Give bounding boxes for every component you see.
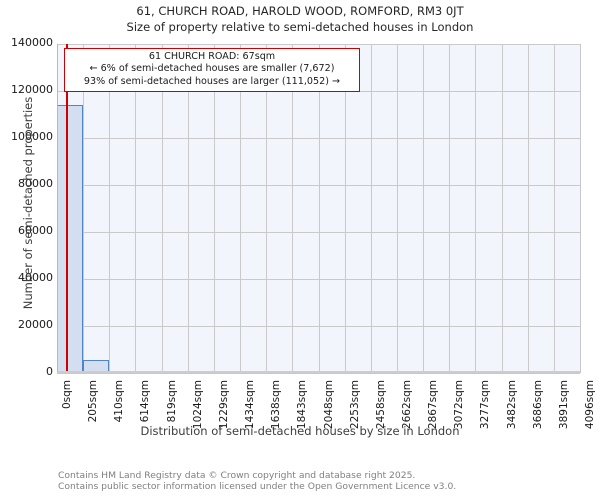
- x-axis-tick-label: 1229sqm: [217, 380, 230, 430]
- gridline-vertical: [345, 44, 346, 373]
- y-axis-tick-label: 60000: [18, 224, 53, 237]
- gridline-horizontal: [57, 326, 580, 327]
- x-axis-tick-label: 2662sqm: [400, 380, 413, 430]
- plot-area: [57, 44, 581, 374]
- gridline-vertical: [371, 44, 372, 373]
- y-axis-tick-label: 0: [46, 365, 53, 378]
- x-axis-tick-label: 410sqm: [113, 380, 126, 423]
- gridline-vertical: [83, 44, 84, 373]
- footer-line-2: Contains public sector information licen…: [58, 481, 457, 492]
- x-axis-tick-label: 4096sqm: [584, 380, 596, 430]
- gridline-vertical: [397, 44, 398, 373]
- gridline-vertical: [449, 44, 450, 373]
- annotation-line-2: ← 6% of semi-detached houses are smaller…: [89, 63, 335, 75]
- gridline-vertical: [214, 44, 215, 373]
- x-axis-tick-label: 2253sqm: [348, 380, 361, 430]
- gridline-horizontal: [57, 44, 580, 45]
- x-axis-tick-label: 3482sqm: [505, 380, 518, 430]
- bar: [57, 105, 84, 373]
- y-axis-tick-label: 100000: [11, 130, 53, 143]
- y-axis-tick-label: 120000: [11, 83, 53, 96]
- x-axis-tick-label: 2867sqm: [427, 380, 440, 430]
- gridline-vertical: [580, 44, 581, 373]
- gridline-vertical: [502, 44, 503, 373]
- x-axis-tick-label: 205sqm: [87, 380, 100, 423]
- bar: [83, 360, 110, 373]
- annotation-line-3: 93% of semi-detached houses are larger (…: [83, 75, 341, 87]
- gridline-horizontal: [57, 185, 580, 186]
- y-axis-tick-labels: 0 20000 40000 60000 80000 100000 120000 140000: [0, 0, 53, 500]
- gridline-horizontal: [57, 232, 580, 233]
- gridline-vertical: [528, 44, 529, 373]
- chart-subtitle: Size of property relative to semi-detach…: [126, 20, 474, 34]
- gridline-vertical: [162, 44, 163, 373]
- x-axis-tick-label: 3277sqm: [479, 380, 492, 430]
- footer-line-1: Contains HM Land Registry data © Crown c…: [58, 470, 416, 481]
- x-axis-tick-label: 1024sqm: [191, 380, 204, 430]
- gridline-vertical: [554, 44, 555, 373]
- gridline-vertical: [135, 44, 136, 373]
- gridline-vertical: [292, 44, 293, 373]
- gridline-horizontal: [57, 138, 580, 139]
- annotation-box: 61 CHURCH ROAD: 67sqm ← 6% of semi-detac…: [64, 48, 360, 93]
- x-axis-tick-label: 3686sqm: [531, 380, 544, 430]
- x-axis-title: Distribution of semi-detached houses by …: [140, 424, 460, 438]
- gridline-horizontal: [57, 373, 580, 374]
- chart-title: 61, CHURCH ROAD, HAROLD WOOD, ROMFORD, R…: [136, 4, 464, 18]
- gridline-vertical: [109, 44, 110, 373]
- gridline-vertical: [475, 44, 476, 373]
- gridline-vertical: [319, 44, 320, 373]
- x-axis-tick-label: 1843sqm: [296, 380, 309, 430]
- x-axis-tick-label: 0sqm: [61, 380, 73, 410]
- property-size-marker-line: [66, 44, 68, 373]
- gridline-vertical: [240, 44, 241, 373]
- gridline-vertical: [266, 44, 267, 373]
- gridline-vertical: [188, 44, 189, 373]
- gridline-vertical: [423, 44, 424, 373]
- x-axis-tick-label: 614sqm: [139, 380, 152, 423]
- x-axis-tick-label: 3072sqm: [453, 380, 466, 430]
- attribution-footer: Contains HM Land Registry data © Crown c…: [58, 470, 456, 492]
- annotation-line-1: 61 CHURCH ROAD: 67sqm: [148, 51, 276, 62]
- y-axis-tick-label: 80000: [18, 177, 53, 190]
- gridline-horizontal: [57, 279, 580, 280]
- x-axis-tick-label: 819sqm: [165, 380, 178, 423]
- x-axis-tick-label: 2458sqm: [374, 380, 387, 430]
- x-axis-tick-label: 1638sqm: [270, 380, 283, 430]
- y-axis-tick-label: 20000: [18, 318, 53, 331]
- x-axis-tick-label: 2048sqm: [322, 380, 335, 430]
- y-axis-tick-label: 40000: [18, 271, 53, 284]
- x-axis-tick-label: 1434sqm: [244, 380, 257, 430]
- y-axis-title: Number of semi-detached properties: [21, 96, 35, 310]
- x-axis-tick-label: 3891sqm: [557, 380, 570, 430]
- y-axis-tick-label: 140000: [11, 36, 53, 49]
